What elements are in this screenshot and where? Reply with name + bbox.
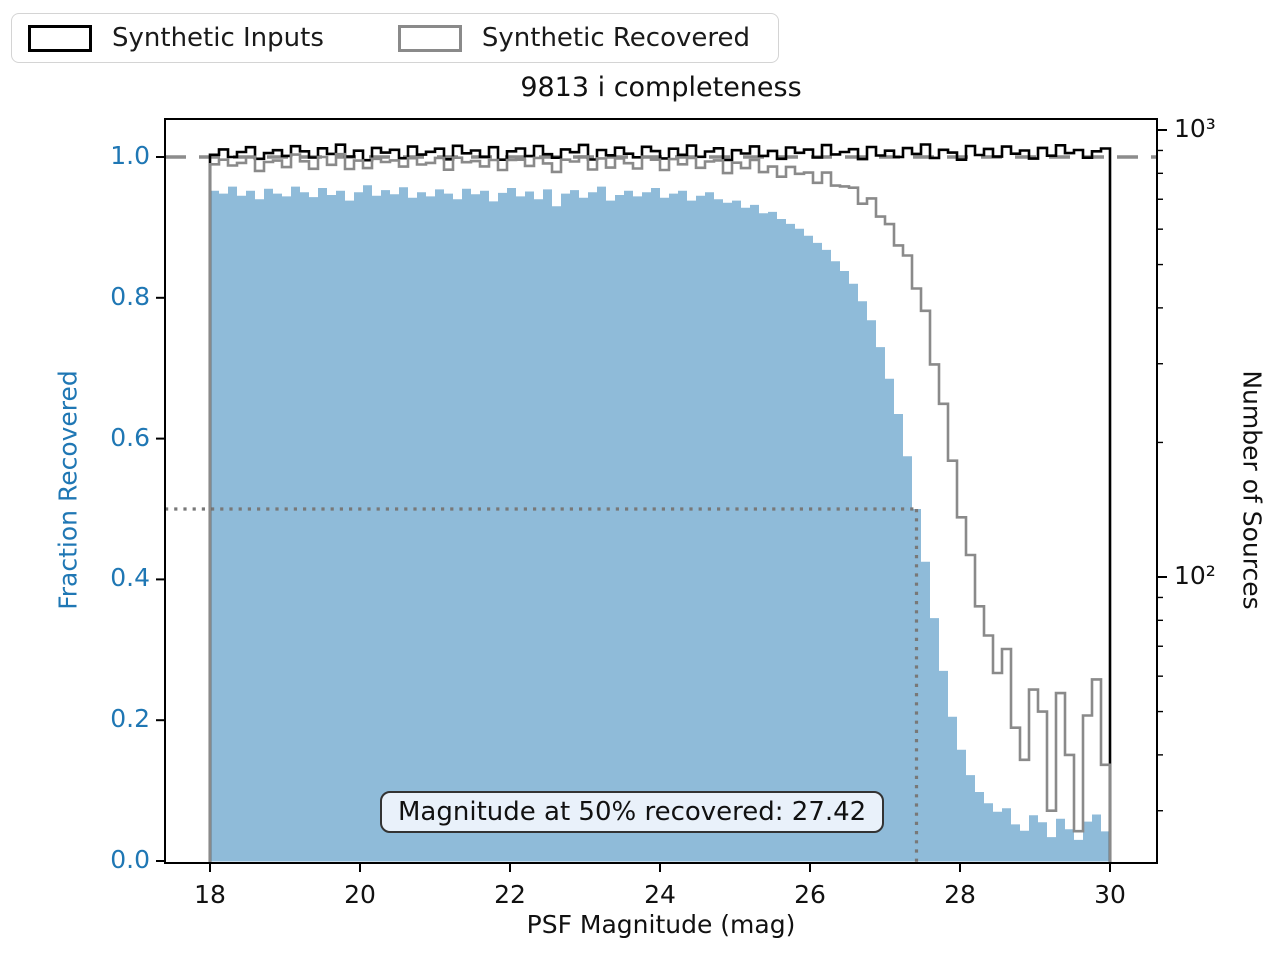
fraction-recovered-histogram-fill — [210, 185, 1110, 862]
legend-label-synthetic-recovered: Synthetic Recovered — [481, 23, 751, 53]
chart-title: 9813 i completeness — [520, 72, 802, 103]
synthetic-inputs-step-line — [208, 143, 1112, 862]
x-tick-label-22: 22 — [494, 880, 526, 909]
x-tick-label-26: 26 — [794, 880, 826, 909]
legend-label-synthetic-inputs: Synthetic Inputs — [112, 23, 324, 53]
annotation-box: Magnitude at 50% recovered: 27.42 — [380, 791, 885, 833]
y-left-tick-label-0.6: 0.6 — [110, 422, 150, 452]
x-tick-label-28: 28 — [944, 880, 976, 909]
y-right-tick-label-1000: 10³ — [1174, 114, 1216, 143]
x-axis-label: PSF Magnitude (mag) — [526, 910, 796, 939]
y-left-tick-label-0.4: 0.4 — [110, 563, 150, 593]
y-left-tick-label-1.0: 1.0 — [110, 141, 150, 170]
synthetic-recovered-swatch-icon — [397, 24, 462, 52]
x-tick-label-30: 30 — [1094, 880, 1126, 909]
legend-item-synthetic-inputs: Synthetic Inputs — [28, 23, 324, 53]
synthetic-recovered-step-line — [208, 152, 1112, 862]
y-left-axis-label: Fraction Recovered — [53, 370, 83, 610]
y-left-tick-label-0.0: 0.0 — [110, 845, 150, 874]
x-tick-label-24: 24 — [644, 880, 676, 909]
x-tick-label-20: 20 — [344, 880, 376, 909]
y-right-tick-label-100: 10² — [1174, 561, 1216, 590]
y-left-tick-label-0.8: 0.8 — [110, 281, 150, 311]
legend: Synthetic Inputs Synthetic Recovered — [11, 13, 779, 63]
y-right-axis-label: Number of Sources — [1237, 370, 1267, 610]
y-left-tick-label-0.2: 0.2 — [110, 704, 150, 734]
legend-item-synthetic-recovered: Synthetic Recovered — [397, 23, 751, 53]
x-tick-label-18: 18 — [194, 880, 226, 909]
synthetic-inputs-swatch-icon — [28, 24, 92, 52]
